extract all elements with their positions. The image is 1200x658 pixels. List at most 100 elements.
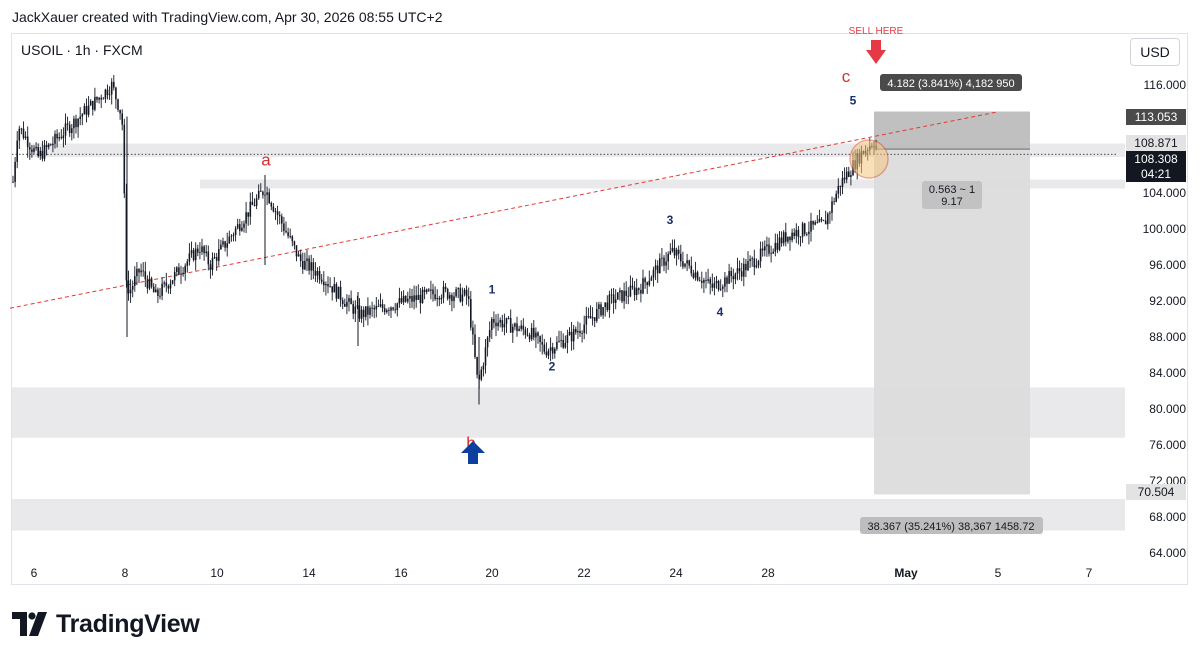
candle-body bbox=[293, 241, 296, 246]
candle-body bbox=[140, 270, 142, 273]
candle bbox=[736, 257, 739, 281]
candle bbox=[95, 96, 98, 103]
candle bbox=[698, 276, 701, 282]
candle-body bbox=[79, 116, 81, 119]
candle bbox=[236, 218, 239, 230]
candle bbox=[270, 201, 273, 211]
tradingview-logo[interactable]: TradingView bbox=[12, 610, 200, 638]
candle-body bbox=[799, 236, 802, 238]
candle-body bbox=[774, 242, 777, 252]
candle-body bbox=[482, 365, 485, 370]
candle bbox=[76, 117, 79, 138]
candle-body bbox=[787, 236, 789, 242]
candle-body bbox=[220, 244, 222, 250]
candle-body bbox=[398, 298, 401, 304]
candle-body bbox=[677, 249, 680, 254]
candle-body bbox=[26, 136, 29, 148]
candle bbox=[406, 291, 409, 304]
candle-body bbox=[255, 198, 258, 206]
candle bbox=[288, 228, 291, 239]
candle-body bbox=[841, 177, 844, 187]
candle-body bbox=[207, 251, 210, 265]
candle-body bbox=[497, 322, 499, 327]
candle-body bbox=[123, 124, 126, 194]
candle-body bbox=[22, 128, 25, 138]
candle-body bbox=[806, 234, 808, 235]
x-tick-label: 16 bbox=[394, 566, 408, 580]
risk-label: 4.182 (3.841%) 4,182 950 bbox=[887, 78, 1014, 90]
candle-body bbox=[407, 298, 409, 302]
candle bbox=[490, 317, 493, 340]
candle bbox=[843, 167, 846, 184]
candle bbox=[645, 281, 648, 294]
candle bbox=[480, 366, 483, 382]
candle-body bbox=[56, 133, 58, 139]
candle bbox=[326, 276, 329, 294]
price-label-2: 108.308 bbox=[1134, 152, 1178, 166]
candle-body bbox=[459, 288, 462, 302]
candle bbox=[116, 98, 119, 112]
candle-body bbox=[488, 330, 491, 338]
y-tick-label: 116.000 bbox=[1144, 78, 1187, 92]
candle-body bbox=[827, 213, 829, 225]
candle bbox=[715, 275, 718, 289]
candle-body bbox=[188, 253, 191, 262]
candle bbox=[708, 276, 711, 295]
candle-body bbox=[797, 229, 800, 237]
candle bbox=[162, 280, 165, 288]
candle bbox=[614, 289, 617, 310]
candle-body bbox=[335, 284, 338, 299]
candle bbox=[91, 100, 94, 116]
candle bbox=[150, 276, 153, 289]
candle bbox=[51, 136, 54, 153]
candle-body bbox=[64, 123, 67, 136]
candle-body bbox=[822, 220, 825, 222]
candle-body bbox=[764, 246, 766, 251]
candle-body bbox=[759, 248, 762, 262]
candle-body bbox=[617, 292, 619, 300]
candle bbox=[337, 286, 340, 299]
candle bbox=[545, 342, 548, 358]
candle bbox=[633, 281, 636, 301]
candle bbox=[383, 304, 386, 315]
candle bbox=[125, 183, 128, 288]
price-label-3: 04:21 bbox=[1141, 167, 1171, 181]
candle-body bbox=[425, 289, 428, 293]
candle bbox=[370, 301, 373, 317]
candle-body bbox=[680, 253, 682, 262]
candle-body bbox=[379, 304, 382, 307]
candle-body bbox=[684, 263, 686, 267]
candle-body bbox=[291, 236, 294, 242]
candle-body bbox=[176, 267, 178, 272]
candle-body bbox=[310, 262, 312, 271]
candle-body bbox=[373, 307, 375, 310]
candle bbox=[738, 260, 741, 280]
candle-body bbox=[606, 302, 609, 310]
candle bbox=[99, 94, 102, 108]
candle bbox=[22, 121, 25, 140]
candle-body bbox=[87, 105, 90, 115]
candle-body bbox=[428, 289, 430, 291]
candle-body bbox=[669, 251, 672, 254]
candle-body bbox=[564, 343, 567, 348]
currency-button[interactable]: USD bbox=[1130, 38, 1180, 66]
candle bbox=[767, 237, 770, 257]
candle-body bbox=[457, 288, 459, 290]
candle-body bbox=[402, 295, 405, 303]
candle-body bbox=[698, 280, 701, 281]
candle bbox=[232, 232, 235, 242]
candle-body bbox=[839, 185, 842, 187]
candle bbox=[387, 307, 390, 316]
price-chart[interactable]: a b c 1 2 3 4 5 SELL HERE 4.182 (3.841%) 4,182 95… bbox=[0, 0, 1200, 600]
candle bbox=[519, 320, 522, 332]
candle-body bbox=[772, 251, 774, 254]
candle-body bbox=[318, 271, 321, 280]
candle bbox=[543, 338, 546, 355]
candle-body bbox=[608, 294, 611, 310]
candle bbox=[677, 245, 680, 260]
candle bbox=[564, 335, 567, 349]
candle-body bbox=[713, 283, 716, 288]
candle bbox=[771, 248, 774, 255]
candle-body bbox=[757, 261, 760, 266]
candle bbox=[74, 114, 77, 134]
